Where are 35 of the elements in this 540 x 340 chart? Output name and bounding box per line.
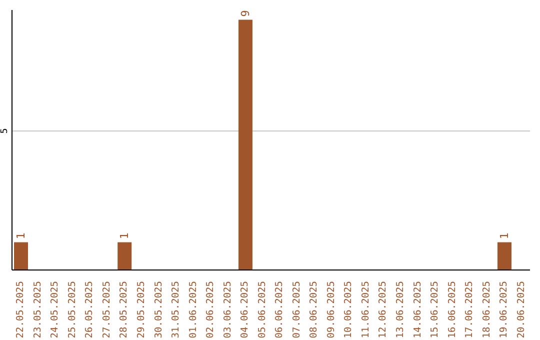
x-tick-label: 09.06.2025 xyxy=(326,281,337,338)
x-tick-label: 31.05.2025 xyxy=(170,281,182,338)
x-tick-label: 01.06.2025 xyxy=(188,281,199,338)
x-tick-label: 26.05.2025 xyxy=(84,281,96,338)
x-tick-label: 29.05.2025 xyxy=(136,281,147,338)
x-tick-label: 23.05.2025 xyxy=(32,281,44,338)
x-tick-label: 05.06.2025 xyxy=(256,281,268,338)
x-tick-label: 19.06.2025 xyxy=(498,281,510,338)
data-label: 1 xyxy=(498,232,511,240)
x-tick-label: 22.05.2025 xyxy=(15,281,26,338)
x-tick-label: 11.06.2025 xyxy=(360,281,372,338)
data-label: 9 xyxy=(238,10,252,17)
x-tick-label: 18.06.2025 xyxy=(481,281,492,338)
x-tick-label: 08.06.2025 xyxy=(308,281,320,338)
x-tick-label: 30.05.2025 xyxy=(153,281,164,338)
x-tick-label: 15.06.2025 xyxy=(430,281,441,338)
x-tick-label: 10.06.2025 xyxy=(343,281,354,338)
x-tick-label: 12.06.2025 xyxy=(378,281,389,338)
data-label: 1 xyxy=(118,232,132,240)
x-tick-label: 28.05.2025 xyxy=(118,281,130,338)
x-tick-label: 14.06.2025 xyxy=(412,281,424,338)
x-tick-label: 25.05.2025 xyxy=(66,281,78,338)
x-tick-label: 02.06.2025 xyxy=(205,281,216,338)
x-tick-label: 07.06.2025 xyxy=(291,281,302,338)
x-tick-label: 27.05.2025 xyxy=(101,281,112,338)
data-label: 1 xyxy=(14,232,28,240)
x-tick-label: 16.06.2025 xyxy=(446,281,458,338)
x-tick-label: 17.06.2025 xyxy=(464,281,476,338)
y-tick-label: 5 xyxy=(0,128,10,134)
x-tick-label: 03.06.2025 xyxy=(222,281,234,338)
x-tick-label: 24.05.2025 xyxy=(50,281,61,338)
x-tick-label: 04.06.2025 xyxy=(240,281,251,338)
x-tick-label: 06.06.2025 xyxy=(274,281,286,338)
x-tick-label: 13.06.2025 xyxy=(395,281,406,338)
x-tick-label: 20.06.2025 xyxy=(516,281,527,338)
